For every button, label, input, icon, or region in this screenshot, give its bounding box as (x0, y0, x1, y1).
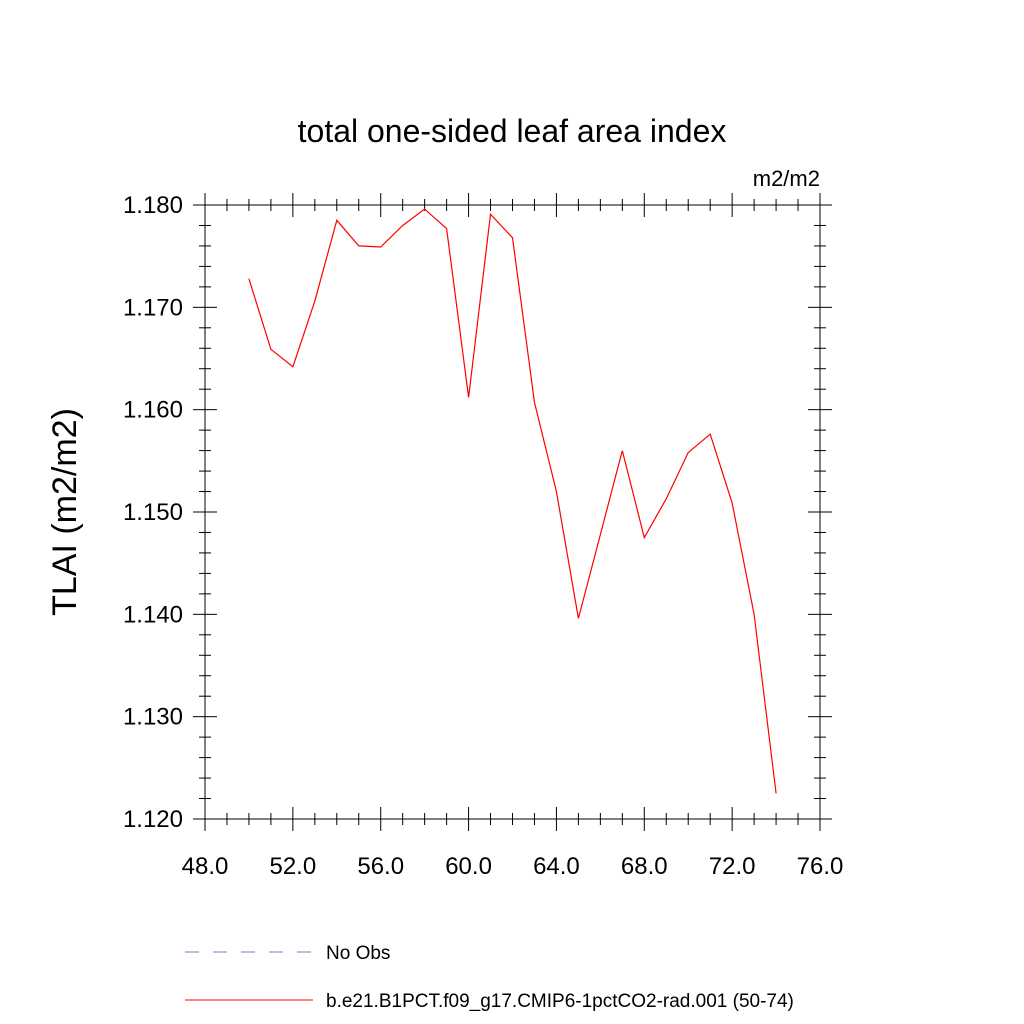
x-tick-label: 64.0 (533, 853, 580, 880)
x-tick-label: 76.0 (797, 853, 844, 880)
axis-ticks: 48.0 52.0 56.0 60.0 64.0 68.0 72.0 76.0 1.120 1.1… (123, 192, 843, 880)
y-tick-label: 1.150 (123, 499, 183, 526)
x-tick-label: 68.0 (621, 853, 668, 880)
y-tick-label: 1.130 (123, 704, 183, 731)
chart-title: total one-sided leaf area index (298, 113, 727, 149)
x-tick-label: 52.0 (269, 853, 316, 880)
series-group (248, 208, 777, 794)
x-tick-label: 60.0 (445, 853, 492, 880)
y-tick-label: 1.170 (123, 294, 183, 321)
units-label: m2/m2 (753, 166, 820, 191)
plot-frame (204, 204, 821, 820)
y-tick-label: 1.120 (123, 806, 183, 833)
x-tick-label: 72.0 (709, 853, 756, 880)
legend: No Obs b.e21.B1PCT.f09_g17.CMIP6-1pctCO2-… (185, 943, 794, 1012)
y-tick-label: 1.140 (123, 601, 183, 628)
y-tick-label: 1.160 (123, 397, 183, 424)
y-tick-label: 1.180 (123, 192, 183, 219)
y-axis-label: TLAI (m2/m2) (46, 408, 84, 616)
series-line (248, 208, 777, 794)
legend-label: No Obs (326, 943, 390, 964)
legend-label: b.e21.B1PCT.f09_g17.CMIP6-1pctCO2-rad.00… (326, 991, 794, 1012)
x-tick-label: 56.0 (357, 853, 404, 880)
x-tick-label: 48.0 (182, 853, 229, 880)
